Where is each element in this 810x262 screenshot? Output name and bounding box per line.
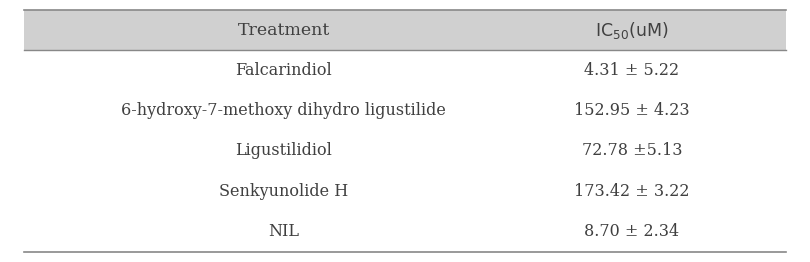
Text: 72.78 ±5.13: 72.78 ±5.13 <box>582 142 682 159</box>
Text: 6-hydroxy-7-methoxy dihydro ligustilide: 6-hydroxy-7-methoxy dihydro ligustilide <box>121 102 446 119</box>
Text: 173.42 ± 3.22: 173.42 ± 3.22 <box>574 183 689 200</box>
Text: $\mathrm{IC_{50}(uM)}$: $\mathrm{IC_{50}(uM)}$ <box>595 20 668 41</box>
Bar <box>24 50 786 252</box>
Text: Senkyunolide H: Senkyunolide H <box>219 183 348 200</box>
Text: 8.70 ± 2.34: 8.70 ± 2.34 <box>584 223 680 240</box>
Text: Treatment: Treatment <box>237 22 330 39</box>
Text: Ligustilidiol: Ligustilidiol <box>235 142 332 159</box>
Text: NIL: NIL <box>268 223 299 240</box>
Text: 4.31 ± 5.22: 4.31 ± 5.22 <box>584 62 680 79</box>
Text: 152.95 ± 4.23: 152.95 ± 4.23 <box>574 102 689 119</box>
Bar <box>24 10 786 50</box>
Text: Falcarindiol: Falcarindiol <box>235 62 332 79</box>
